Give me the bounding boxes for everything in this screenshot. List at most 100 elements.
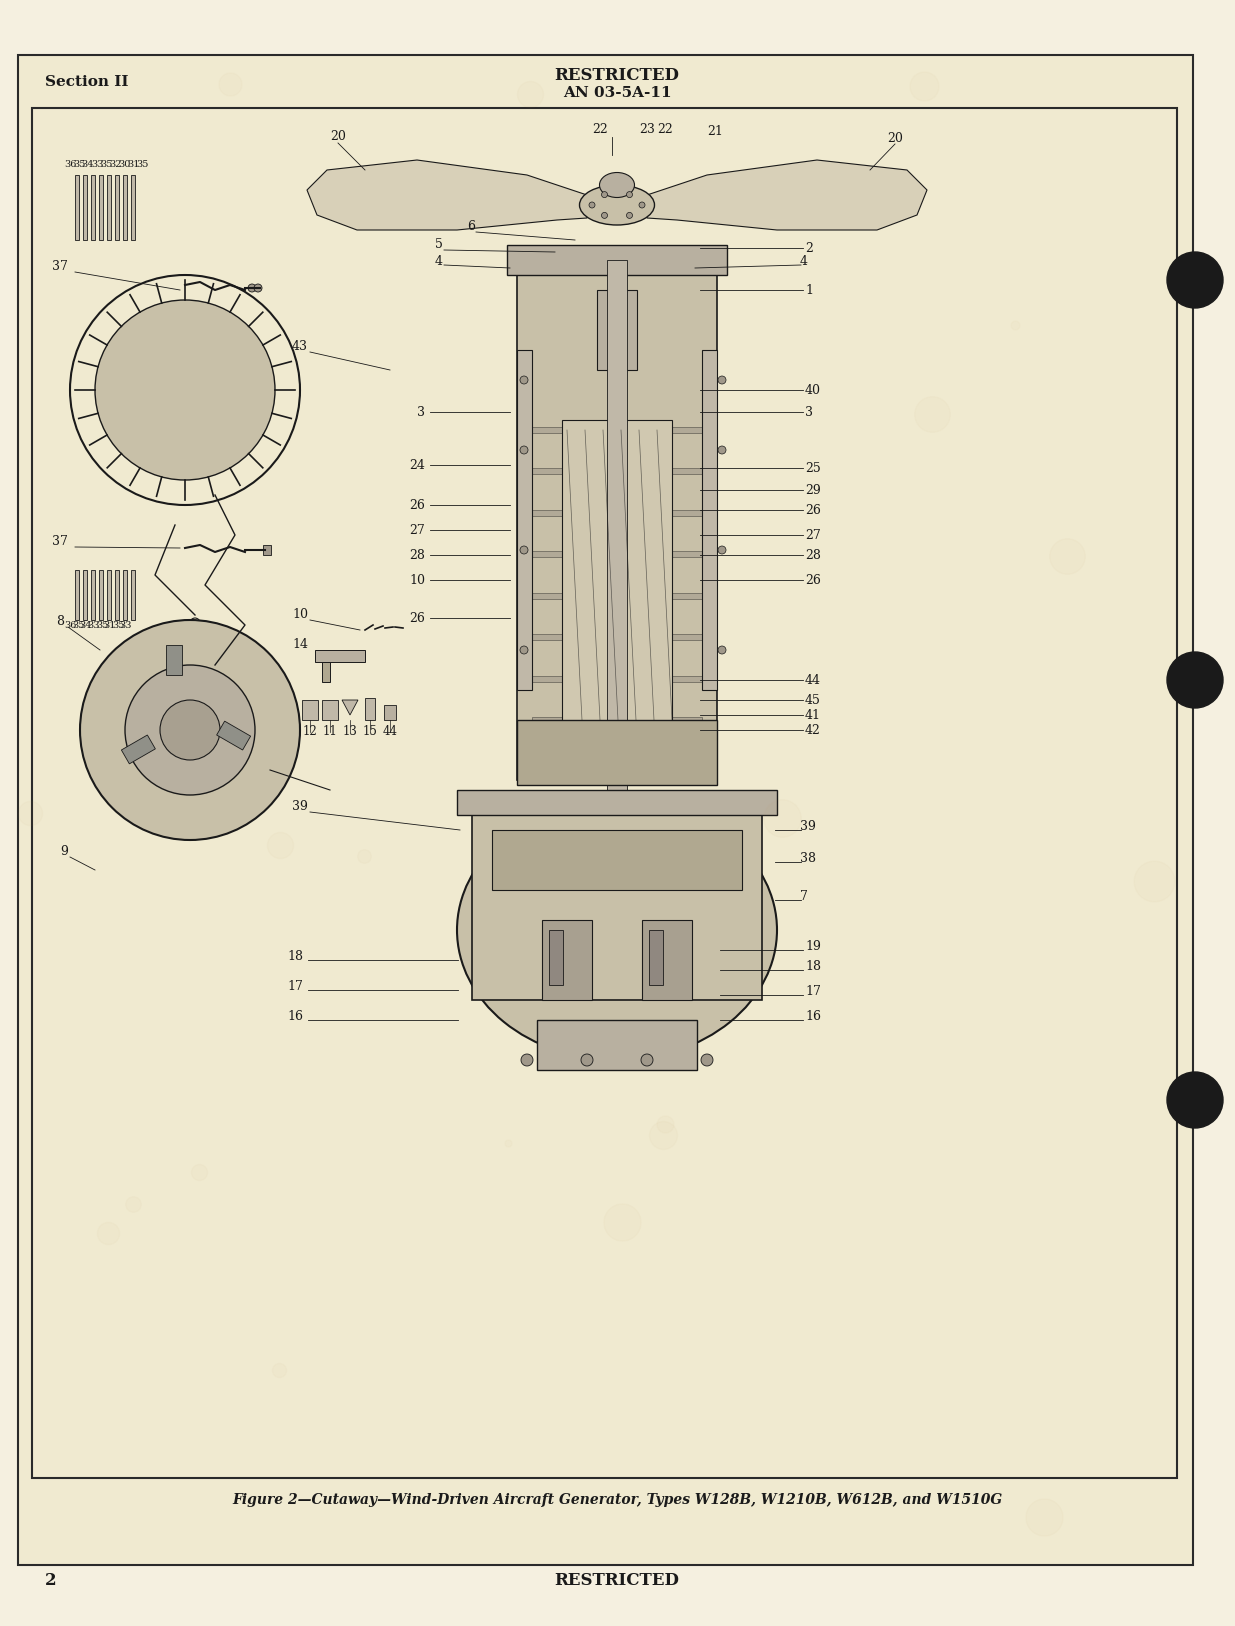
Polygon shape [342, 701, 358, 715]
Text: 7: 7 [800, 889, 808, 902]
Text: 10: 10 [409, 574, 425, 587]
Bar [124, 176, 127, 241]
Bar [650, 930, 663, 985]
Ellipse shape [457, 800, 777, 1060]
Text: 26: 26 [805, 504, 821, 517]
Text: 27: 27 [409, 524, 425, 537]
Text: 2: 2 [44, 1571, 57, 1589]
Bar [315, 650, 366, 662]
Circle shape [1167, 252, 1223, 307]
Bar [542, 920, 592, 1000]
Bar [99, 176, 103, 241]
Text: 37: 37 [52, 260, 68, 273]
Circle shape [626, 213, 632, 218]
Circle shape [520, 646, 529, 654]
Text: 17: 17 [805, 985, 821, 998]
Bar [303, 701, 317, 720]
Bar [165, 646, 182, 675]
Text: 37: 37 [52, 535, 68, 548]
Text: 21: 21 [708, 125, 722, 138]
Circle shape [125, 665, 254, 795]
Text: 32: 32 [109, 159, 121, 169]
Text: 31: 31 [104, 621, 116, 629]
Text: 35: 35 [100, 159, 112, 169]
Text: RESTRICTED: RESTRICTED [555, 67, 679, 83]
Bar [701, 350, 718, 689]
Text: 33: 33 [120, 621, 132, 629]
Bar [457, 790, 777, 815]
Text: 36: 36 [64, 159, 77, 169]
Text: 39: 39 [800, 820, 816, 833]
Bar [131, 176, 135, 241]
Text: 11: 11 [322, 725, 337, 738]
Circle shape [520, 546, 529, 554]
Text: 42: 42 [805, 724, 821, 737]
Bar [322, 662, 330, 681]
Text: 35: 35 [96, 621, 109, 629]
Text: 4: 4 [435, 255, 443, 268]
Circle shape [80, 620, 300, 841]
Circle shape [641, 1054, 653, 1067]
Bar [91, 176, 95, 241]
Text: 30: 30 [117, 159, 130, 169]
Text: 3: 3 [417, 405, 425, 418]
Text: 35: 35 [73, 159, 85, 169]
Text: 1: 1 [805, 283, 813, 296]
Bar [322, 701, 338, 720]
Text: 24: 24 [409, 459, 425, 472]
Bar [216, 722, 251, 750]
Circle shape [718, 546, 726, 554]
Circle shape [626, 192, 632, 198]
Text: 44: 44 [805, 673, 821, 686]
Bar [472, 800, 762, 1000]
Bar [384, 706, 396, 720]
Text: RESTRICTED: RESTRICTED [555, 1571, 679, 1589]
Text: 35: 35 [72, 621, 84, 629]
Text: 12: 12 [303, 725, 317, 738]
Circle shape [520, 376, 529, 384]
Text: 39: 39 [293, 800, 308, 813]
Circle shape [601, 213, 608, 218]
Bar [532, 593, 701, 598]
Bar [32, 107, 1177, 1478]
Polygon shape [308, 159, 587, 229]
Text: 34: 34 [82, 159, 94, 169]
Text: 16: 16 [287, 1010, 303, 1023]
Text: 18: 18 [805, 959, 821, 972]
Bar [107, 571, 111, 620]
Text: 45: 45 [805, 694, 821, 707]
Text: AN 03-5A-11: AN 03-5A-11 [563, 86, 672, 101]
Bar [562, 420, 672, 730]
Bar [532, 468, 701, 475]
Text: 40: 40 [805, 384, 821, 397]
Bar [517, 720, 718, 785]
Polygon shape [647, 159, 927, 229]
Circle shape [254, 285, 262, 293]
Text: 44: 44 [383, 725, 398, 738]
Text: 2: 2 [805, 242, 813, 255]
Text: 33: 33 [88, 621, 100, 629]
Bar [508, 246, 727, 275]
Bar [532, 717, 701, 724]
Circle shape [161, 701, 220, 759]
Text: 28: 28 [805, 548, 821, 561]
Text: 17: 17 [287, 980, 303, 993]
Text: Figure 2—Cutaway—Wind-Driven Aircraft Generator, Types W128B, W1210B, W612B, and: Figure 2—Cutaway—Wind-Driven Aircraft Ge… [232, 1493, 1002, 1507]
Circle shape [601, 192, 608, 198]
Text: 22: 22 [592, 124, 608, 137]
Circle shape [1167, 1072, 1223, 1128]
Text: 18: 18 [287, 950, 303, 963]
Text: 15: 15 [363, 725, 378, 738]
Text: 27: 27 [805, 528, 821, 541]
Bar [75, 571, 79, 620]
Text: 20: 20 [887, 132, 903, 145]
Circle shape [1167, 652, 1223, 707]
Text: 33: 33 [90, 159, 104, 169]
Text: 29: 29 [805, 483, 821, 496]
Bar [517, 350, 532, 689]
Text: 26: 26 [409, 611, 425, 624]
Bar [532, 551, 701, 558]
Bar [517, 260, 718, 780]
Text: 26: 26 [805, 574, 821, 587]
Text: Section II: Section II [44, 75, 128, 89]
